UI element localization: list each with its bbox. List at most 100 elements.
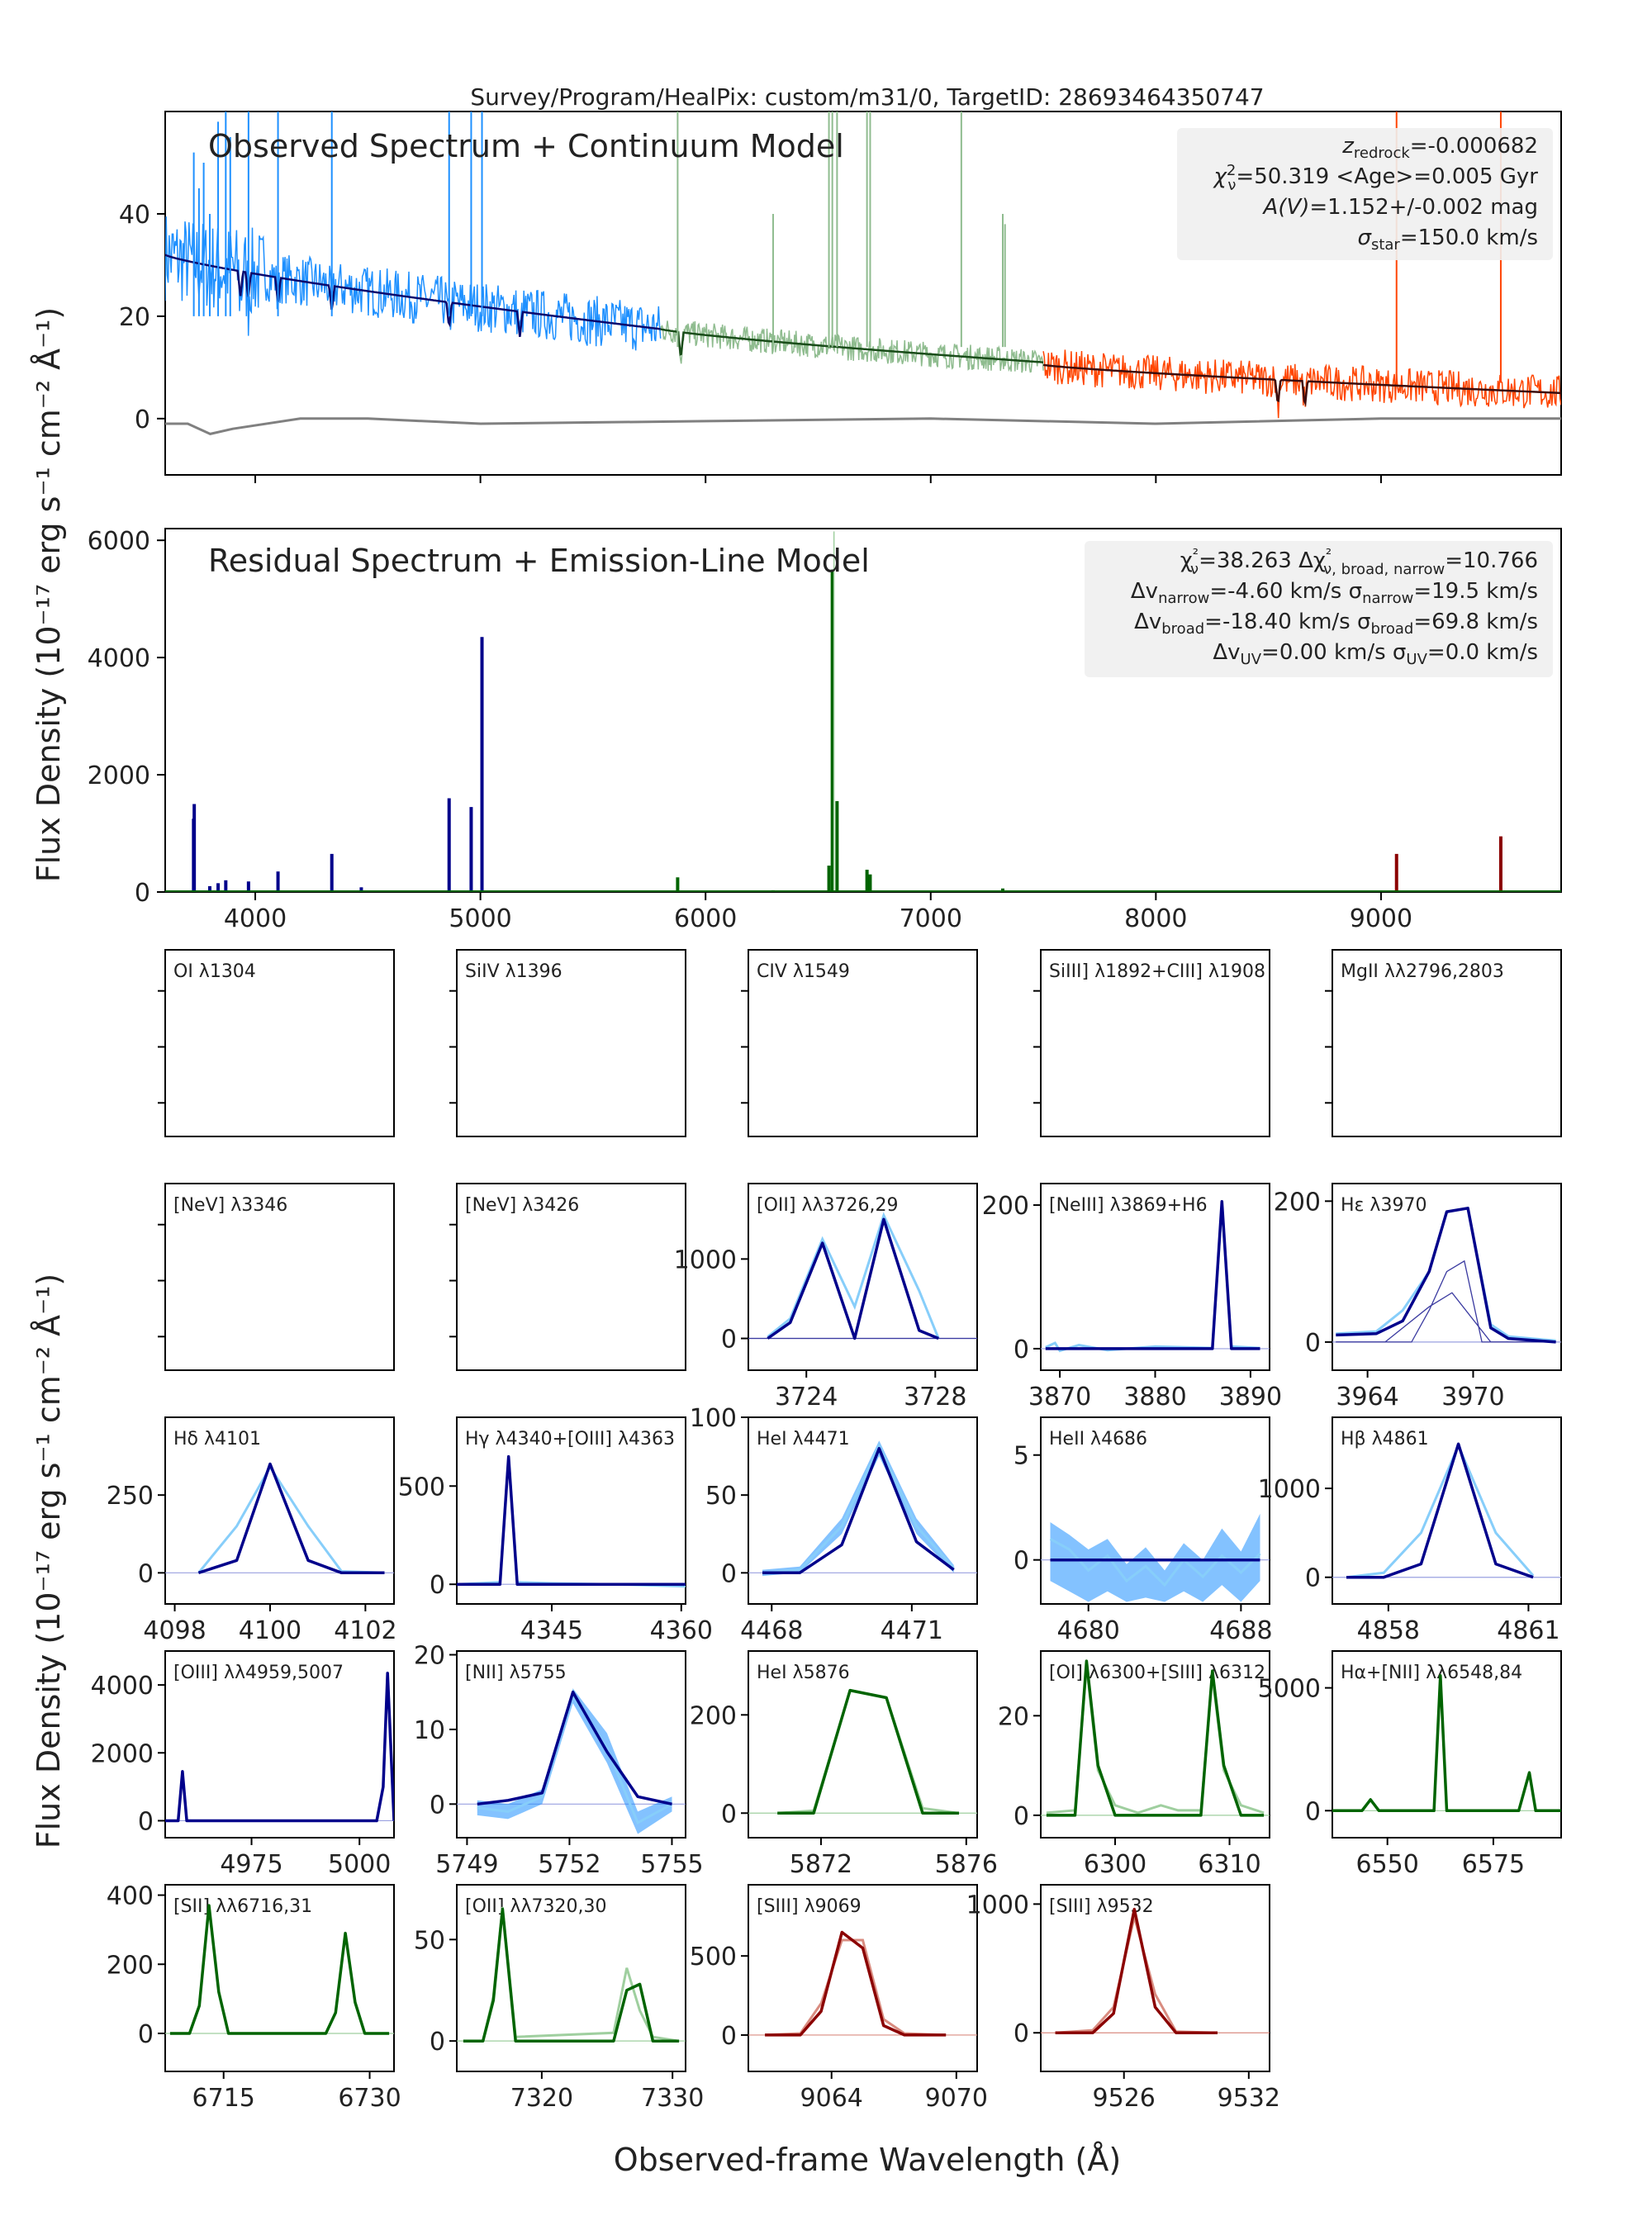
panel-ytick-label: 200 [107, 1951, 154, 1980]
panel-ytick-label: 20 [998, 1702, 1029, 1731]
panel-data-line [1055, 1916, 1218, 2034]
panel-ytick-label: 0 [430, 1571, 445, 1600]
panel-ytick-label: 2000 [91, 1739, 154, 1768]
residual-xtick-label: 5000 [449, 904, 511, 933]
panel-model-line [1045, 1199, 1260, 1350]
panel-OII_7320: [OII] λλ7320,30 0 50 7320 7330 [414, 1884, 704, 2113]
panel-ytick-label: 200 [982, 1192, 1029, 1221]
panel-ytick-label: 0 [721, 1326, 737, 1355]
continuum-legend-line: zredrock=-0.000682 [1341, 134, 1538, 162]
panel-frame [748, 949, 978, 1137]
panel-NeIII_3869: [NeIII] λ3869+H6 0 200 3870 3880 3890 [982, 1183, 1282, 1412]
panel-xtick-label: 9070 [925, 2084, 988, 2113]
panel-label: [OII] λλ7320,30 [465, 1896, 606, 1917]
residual-panel: 0 2000 4000 6000 4000 5000 6000 7000 8000 9000 Res… [88, 527, 1562, 933]
panel-model-line [169, 1904, 390, 2035]
residual-xtick-label: 7000 [900, 904, 962, 933]
continuum-ytick-label: 20 [119, 303, 150, 332]
panel-model-line [457, 1454, 686, 1586]
panel-xtick-label: 4360 [650, 1616, 713, 1645]
panel-xtick-label: 4102 [334, 1616, 396, 1645]
figure-ylabel-top: Flux Density (10⁻¹⁷ erg s⁻¹ cm⁻² Å⁻¹) [31, 307, 67, 883]
panel-plot-area [1332, 1673, 1561, 1813]
panel-ytick-label: 0 [1014, 2019, 1029, 2048]
panel-xtick-label: 4688 [1209, 1616, 1272, 1645]
panel-label: Hδ λ4101 [173, 1429, 261, 1450]
panel-model-line [197, 1462, 385, 1575]
panel-model-line [1346, 1442, 1534, 1579]
panel-ytick-label: 5 [1014, 1442, 1029, 1471]
panel-ytick-label: 0 [1305, 1797, 1321, 1826]
panel-plot-area [748, 1930, 977, 2037]
panel-xtick-label: 4680 [1057, 1616, 1120, 1645]
panel-ytick-label: 0 [721, 2022, 737, 2051]
panel-SIII_9069: [SIII] λ9069 0 500 9064 9070 [690, 1884, 988, 2113]
residual-ytick-label: 4000 [88, 644, 150, 673]
panel-ytick-label: 1000 [1258, 1475, 1321, 1504]
panel-ytick-label: 50 [414, 1926, 445, 1955]
panel-ytick-label: 0 [721, 1559, 737, 1588]
panel-label: HeI λ4471 [757, 1429, 850, 1450]
panel-xtick-label: 4858 [1357, 1616, 1420, 1645]
continuum-legend-box [1177, 128, 1553, 260]
panel-label: [OII] λλ3726,29 [757, 1195, 898, 1216]
panel-ytick-label: 5000 [1258, 1675, 1321, 1704]
panel-frame [748, 1183, 978, 1371]
residual-xtick-label: 4000 [224, 904, 287, 933]
panel-SII_6716: [SII] λλ6716,31 0 200 400 6715 6730 [107, 1882, 401, 2113]
panel-ytick-label: 500 [690, 1943, 737, 1971]
panel-label: Hα+[NII] λλ6548,84 [1341, 1663, 1522, 1683]
smooth-continuum-line [165, 417, 1561, 435]
panel-xtick-label: 4975 [220, 1850, 282, 1879]
panel-OI_6300: [OI] λ6300+[SIII] λ6312 0 20 6300 6310 [998, 1650, 1270, 1879]
panel-data-band [1050, 1513, 1260, 1602]
panel-ytick-label: 1000 [966, 1891, 1029, 1919]
panel-frame [1332, 1650, 1562, 1839]
continuum-panel: 0 20 40 Observed Spectrum + Continuum Model… [119, 111, 1562, 483]
panel-label: [NeIII] λ3869+H6 [1049, 1195, 1208, 1216]
panel-plot-area [1332, 1442, 1561, 1579]
panel-frame [164, 1416, 395, 1605]
panel-frame [1040, 1416, 1270, 1605]
panel-ytick-label: 0 [138, 2020, 154, 2049]
panel-label: Hβ λ4861 [1341, 1429, 1429, 1450]
panel-label: SiIV λ1396 [465, 961, 563, 982]
panel-xtick-label: 9526 [1093, 2084, 1156, 2113]
panel-ytick-label: 4000 [91, 1672, 154, 1701]
panel-narrow-component [1336, 1260, 1556, 1343]
panel-data-line [1346, 1442, 1535, 1579]
panel-ytick-label: 0 [138, 1559, 154, 1588]
panel-ytick-label: 400 [107, 1882, 154, 1911]
panel-ytick-label: 0 [1305, 1564, 1321, 1593]
panel-model-line [477, 1690, 672, 1806]
panel-NeV_3426: [NeV] λ3426 [449, 1183, 686, 1371]
panel-xtick-label: 3880 [1123, 1383, 1186, 1412]
panel-xtick-label: 4468 [740, 1616, 803, 1645]
panel-plot-area [457, 1454, 686, 1588]
residual-ytick-label: 6000 [88, 527, 150, 556]
continuum-legend-line: σstar=150.0 km/s [1357, 225, 1538, 254]
panel-model-line [463, 1907, 680, 2043]
panel-xtick-label: 4100 [239, 1616, 301, 1645]
continuum-legend-line: χ2 ν=50.319 <Age>=0.005 Gyr [1213, 162, 1539, 194]
panel-xtick-label: 6575 [1462, 1850, 1525, 1879]
panel-xtick-label: 6715 [192, 2084, 255, 2113]
residual-legend-line: Δvnarrow=-4.60 km/s σnarrow=19.5 km/s [1131, 579, 1538, 607]
panel-HeI_5876: HeI λ5876 0 200 5872 5876 [690, 1650, 998, 1879]
panel-Hdelta_4101: Hδ λ4101 0 250 4098 4100 4102 [107, 1416, 397, 1645]
panel-label: [NeV] λ3426 [465, 1195, 579, 1216]
panel-xtick-label: 9532 [1218, 2084, 1280, 2113]
observed-spectrum-z [1042, 349, 1561, 419]
panel-frame [1332, 1416, 1562, 1605]
panel-HeI_4471: HeI λ4471 0 50 100 4468 4471 [690, 1404, 978, 1645]
residual-legend-box [1085, 541, 1553, 677]
panel-plot-area [457, 1688, 686, 1834]
panel-ytick-label: 0 [1014, 1547, 1029, 1576]
panel-ytick-label: 0 [1014, 1802, 1029, 1831]
panel-ytick-label: 0 [1014, 1336, 1029, 1364]
panel-plot-area [1041, 1199, 1270, 1353]
panel-ytick-label: 0 [138, 1807, 154, 1836]
residual-title: Residual Spectrum + Emission-Line Model [208, 543, 870, 579]
panel-plot-area [1041, 1907, 1270, 2034]
